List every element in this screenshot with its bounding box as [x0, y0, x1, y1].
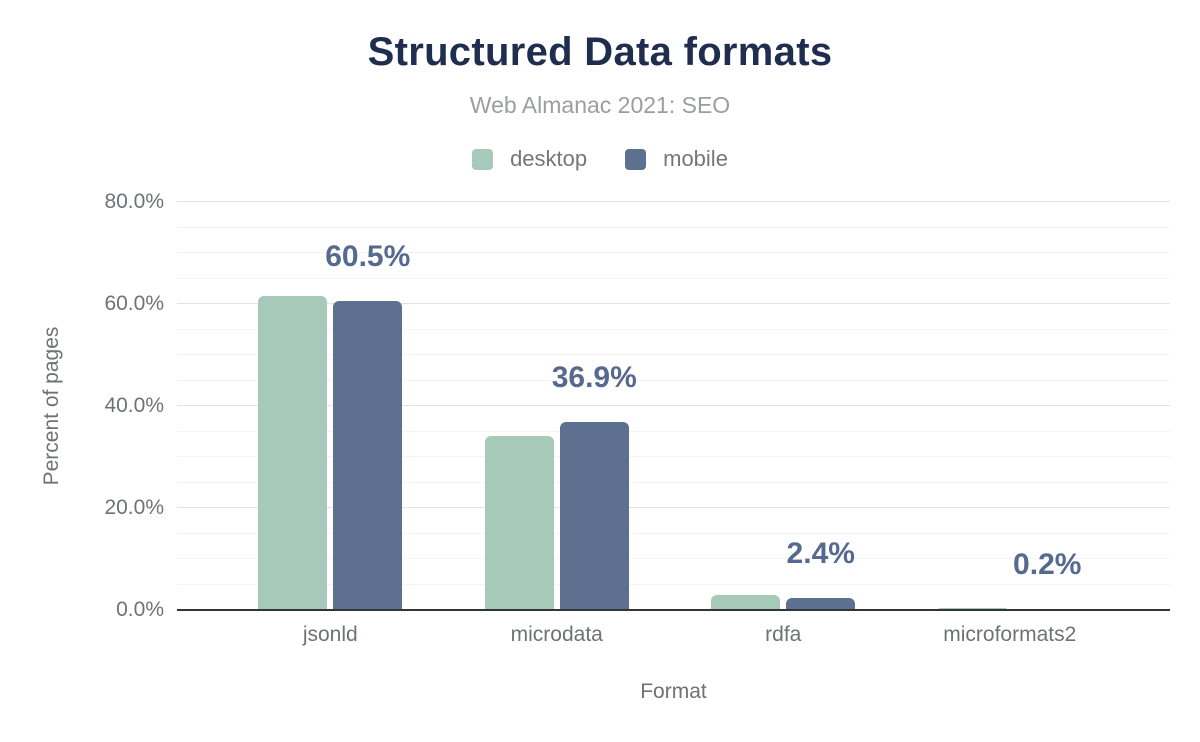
x-axis-labels: jsonld microdata rdfa microformats2 — [177, 623, 1170, 647]
minor-gridline-15 — [177, 532, 1170, 534]
major-gridline-40 — [177, 405, 1170, 406]
x-tick-label-microdata: microdata — [510, 623, 603, 646]
legend-item-mobile[interactable]: mobile — [625, 146, 728, 172]
y-tick-label-60: 60.0% — [104, 292, 164, 315]
minor-gridline-45 — [177, 379, 1170, 381]
bar-jsonld-mobile[interactable]: 60.5% — [325, 240, 410, 610]
chart-title: Structured Data formats — [367, 30, 833, 74]
bar-microformats2-mobile[interactable]: 0.2% — [1012, 548, 1082, 610]
chart-canvas: Structured Data formats Web Almanac 2021… — [0, 0, 1200, 703]
bar-group-rdfa: 2.4% — [670, 202, 897, 610]
legend-item-desktop[interactable]: desktop — [472, 146, 587, 172]
bar-group-microformats2: 0.2% — [897, 202, 1124, 610]
bar-group-microdata: 36.9% — [444, 202, 671, 610]
x-axis-line — [177, 609, 1170, 611]
bar-microdata-mobile[interactable]: 36.9% — [552, 361, 637, 610]
minor-gridline-55 — [177, 328, 1170, 330]
legend: desktop mobile — [0, 146, 1200, 172]
legend-label-desktop: desktop — [510, 146, 588, 171]
chart-header: Structured Data formats Web Almanac 2021… — [0, 0, 1200, 172]
minor-gridline-30 — [177, 456, 1170, 457]
x-axis-title: Format — [640, 680, 707, 703]
x-tick-label-rdfa: rdfa — [765, 623, 802, 646]
value-label-jsonld: 60.5% — [325, 240, 411, 274]
bar-microdata-desktop[interactable] — [484, 436, 554, 610]
y-axis-title: Percent of pages — [40, 326, 63, 486]
chart-subtitle: Web Almanac 2021: SEO — [469, 92, 731, 118]
value-label-rdfa: 2.4% — [786, 536, 855, 570]
value-label-microdata: 36.9% — [551, 360, 637, 394]
bar-rdfa-desktop[interactable] — [711, 595, 781, 610]
major-gridline-80 — [177, 201, 1170, 202]
x-tick-label-microformats2: microformats2 — [943, 623, 1077, 646]
plot-area: 0.0% 20.0% 40.0% 60.0% 80.0% Percent of page… — [40, 190, 1170, 703]
y-tick-label-20: 20.0% — [104, 496, 164, 519]
y-tick-label-80: 80.0% — [104, 190, 164, 213]
y-tick-label-0: 0.0% — [116, 598, 164, 621]
major-gridline-20 — [177, 507, 1170, 508]
bar-jsonld-desktop[interactable] — [258, 295, 328, 610]
minor-gridline-65 — [177, 277, 1170, 279]
desktop-series-swatch-icon — [472, 148, 494, 170]
minor-gridline-50 — [177, 354, 1170, 355]
x-tick-label-jsonld: jsonld — [302, 623, 358, 646]
minor-gridline-25 — [177, 481, 1170, 483]
minor-gridline-70 — [177, 252, 1170, 253]
mobile-series-swatch-icon — [625, 148, 647, 170]
legend-label-mobile: mobile — [663, 146, 728, 171]
minor-gridline-10 — [177, 558, 1170, 559]
bar-groups: 60.5% 36.9% 2.4% 0.2% — [177, 202, 1170, 610]
minor-gridline-35 — [177, 430, 1170, 432]
bar-group-jsonld: 60.5% — [217, 202, 444, 610]
y-tick-label-40: 40.0% — [104, 394, 164, 417]
minor-gridline-75 — [177, 226, 1170, 228]
value-label-microformats2: 0.2% — [1013, 547, 1082, 581]
minor-gridline-5 — [177, 583, 1170, 585]
bar-rdfa-mobile[interactable]: 2.4% — [786, 537, 856, 610]
major-gridline-60 — [177, 303, 1170, 304]
